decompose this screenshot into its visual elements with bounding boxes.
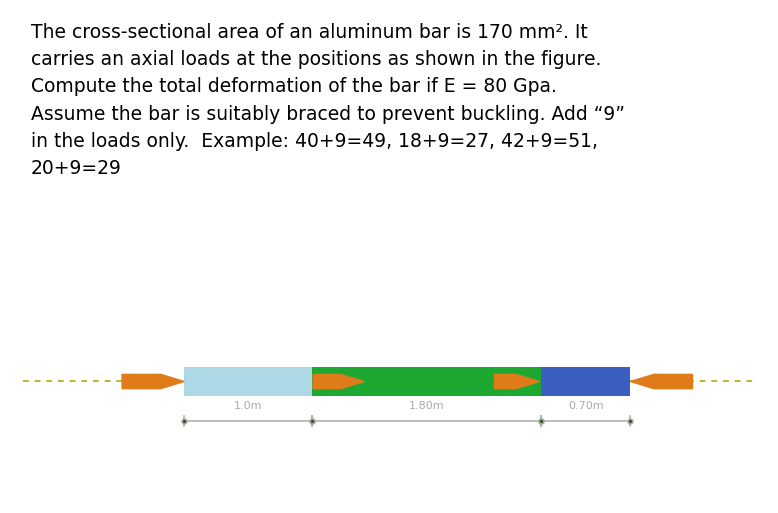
Text: 20KN: 20KN: [643, 339, 687, 354]
FancyArrow shape: [630, 374, 692, 389]
Text: 1.80m: 1.80m: [408, 401, 444, 410]
Bar: [312, 367, 541, 396]
Bar: [541, 367, 630, 396]
FancyArrow shape: [314, 374, 364, 389]
FancyArrow shape: [122, 374, 184, 389]
Text: 1.0m: 1.0m: [233, 401, 262, 410]
Bar: [184, 367, 312, 396]
Text: 18KN: 18KN: [311, 339, 356, 354]
Text: 0.70m: 0.70m: [568, 401, 604, 410]
Text: 42KN: 42KN: [377, 339, 421, 354]
Text: 40KN: 40KN: [124, 339, 168, 354]
FancyArrow shape: [495, 374, 539, 389]
Text: The cross-sectional area of an aluminum bar is 170 mm². It
carries an axial load: The cross-sectional area of an aluminum …: [30, 23, 625, 178]
Text: Area = 170mm$^2$: Area = 170mm$^2$: [321, 277, 457, 296]
